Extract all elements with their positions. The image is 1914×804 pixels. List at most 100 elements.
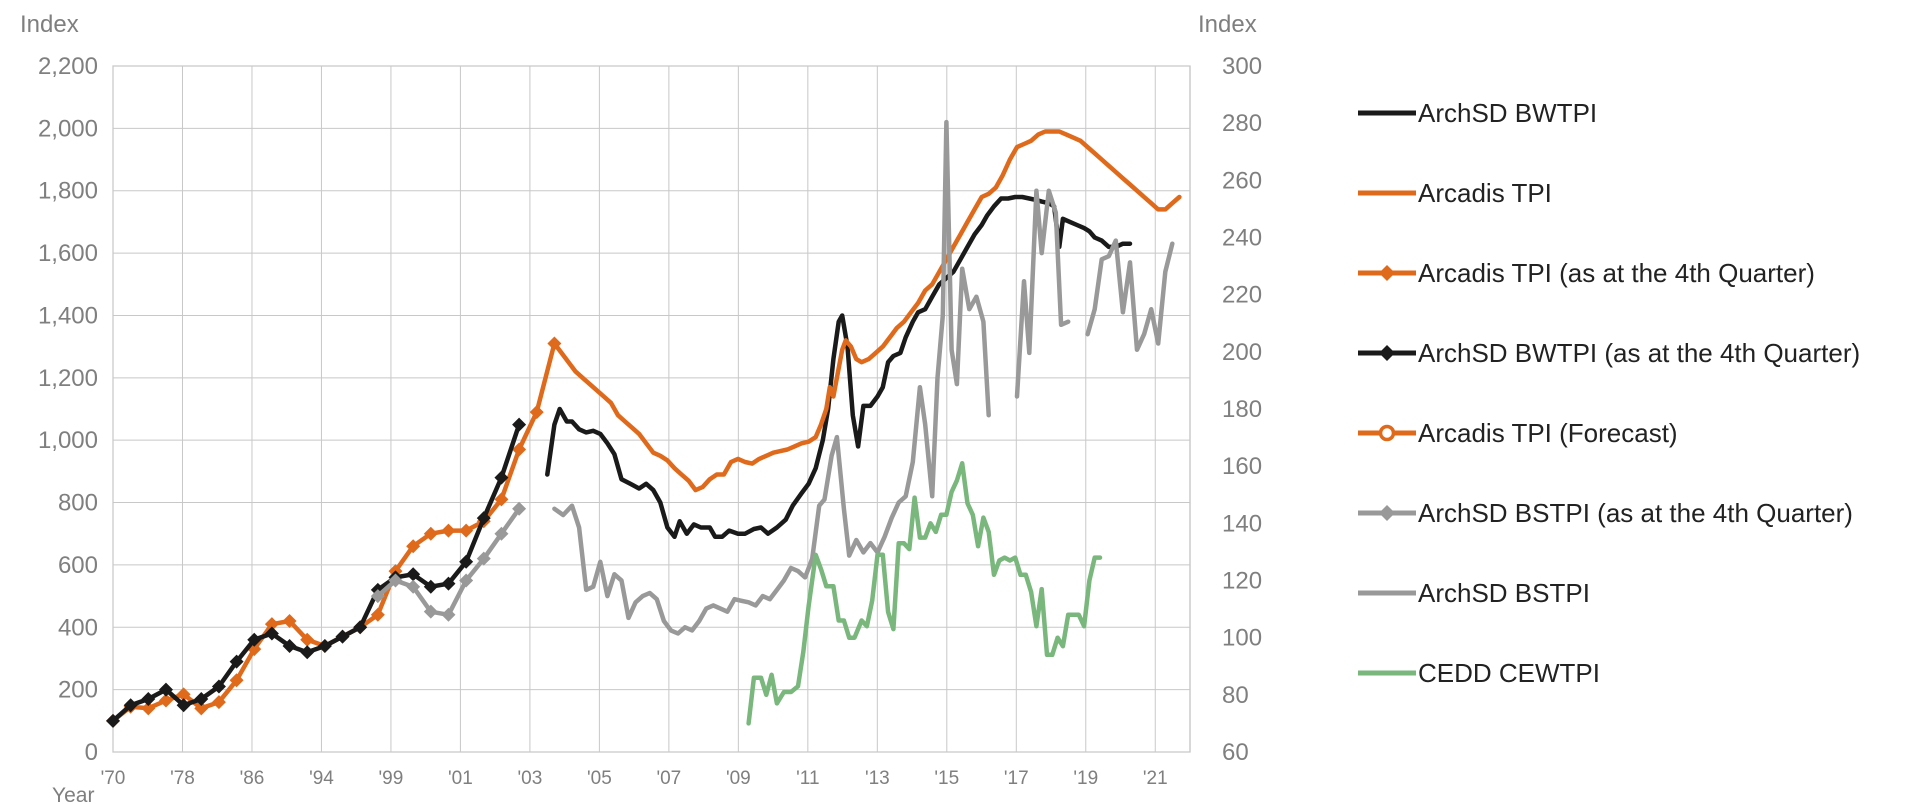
x-tick-label: '13 xyxy=(865,768,890,789)
legend-item: ArchSD BSTPI (as at the 4th Quarter) xyxy=(1358,498,1853,528)
legend-item: ArchSD BWTPI xyxy=(1358,98,1597,128)
legend-item: Arcadis TPI (as at the 4th Quarter) xyxy=(1358,258,1815,288)
legend-marker xyxy=(1379,265,1395,281)
legend-item: ArchSD BSTPI xyxy=(1358,578,1590,608)
data-point xyxy=(300,645,315,660)
x-tick-label: '07 xyxy=(656,768,681,789)
right-tick-label: 140 xyxy=(1222,510,1262,537)
data-point xyxy=(423,526,438,541)
left-tick-label: 1,800 xyxy=(38,178,98,205)
data-point xyxy=(158,682,173,697)
legend-label: ArchSD BWTPI xyxy=(1418,98,1597,128)
data-point xyxy=(406,567,421,582)
x-tick-label: '21 xyxy=(1143,768,1168,789)
x-tick-label: '11 xyxy=(796,768,819,789)
legend-label: CEDD CEWTPI xyxy=(1418,658,1600,688)
axis-ticks: 0 200 400 600 800 1,000 1,200 1,400 1,600 1,800 2,… xyxy=(38,53,1262,789)
legend-marker xyxy=(1379,505,1395,521)
right-tick-label: 60 xyxy=(1222,739,1249,766)
data-point xyxy=(141,701,156,716)
legend-item: CEDD CEWTPI xyxy=(1358,658,1600,688)
data-point xyxy=(406,579,421,594)
series-line-cedd-cewtpi xyxy=(746,461,1103,726)
series-line-archsd-bstpi xyxy=(552,119,1071,636)
right-tick-label: 260 xyxy=(1222,167,1262,194)
right-tick-label: 220 xyxy=(1222,282,1262,309)
series-line-archsd-bstpi-late-segment xyxy=(1085,238,1175,353)
right-tick-label: 180 xyxy=(1222,396,1262,423)
legend-label: Arcadis TPI xyxy=(1418,178,1552,208)
legend-label: ArchSD BSTPI xyxy=(1418,578,1590,608)
x-tick-label: '03 xyxy=(518,768,543,789)
data-point xyxy=(211,695,226,710)
x-tick-label: '19 xyxy=(1073,768,1098,789)
data-point xyxy=(229,673,244,688)
data-point xyxy=(512,417,527,432)
data-point xyxy=(441,576,456,591)
data-point xyxy=(106,713,120,728)
data-point xyxy=(247,632,262,647)
left-axis-title: Index xyxy=(20,11,79,38)
right-tick-label: 300 xyxy=(1222,53,1262,80)
left-tick-label: 200 xyxy=(58,677,98,704)
series-line-archsd-bwtpi-as-at-the-4th-quarter xyxy=(110,422,522,724)
x-tick-label: '09 xyxy=(726,768,751,789)
right-tick-label: 280 xyxy=(1222,110,1262,137)
left-tick-label: 1,000 xyxy=(38,427,98,454)
data-point xyxy=(264,617,279,632)
data-point xyxy=(423,579,438,594)
data-point xyxy=(512,442,527,457)
data-point xyxy=(441,607,456,622)
data-point xyxy=(494,526,509,541)
data-point xyxy=(441,523,456,538)
data-point xyxy=(512,501,527,516)
data-point xyxy=(370,589,385,604)
data-point xyxy=(194,701,209,716)
left-tick-label: 1,600 xyxy=(38,240,98,267)
right-axis-title: Index xyxy=(1198,11,1257,38)
right-tick-label: 200 xyxy=(1222,339,1262,366)
data-point xyxy=(406,539,421,554)
data-point xyxy=(282,638,297,653)
legend-item: ArchSD BWTPI (as at the 4th Quarter) xyxy=(1358,338,1860,368)
data-point xyxy=(176,698,191,713)
x-tick-label: '15 xyxy=(934,768,959,789)
x-tick-label: '17 xyxy=(1004,768,1029,789)
legend-item: Arcadis TPI xyxy=(1358,178,1552,208)
right-tick-label: 120 xyxy=(1222,568,1262,595)
data-point xyxy=(158,693,173,708)
legend-marker xyxy=(1379,345,1395,361)
left-tick-label: 400 xyxy=(58,614,98,641)
data-point xyxy=(123,698,138,713)
data-point xyxy=(388,573,403,588)
data-point xyxy=(141,691,156,706)
legend-label: Arcadis TPI (as at the 4th Quarter) xyxy=(1418,258,1815,288)
data-point xyxy=(211,679,226,694)
left-tick-label: 2,000 xyxy=(38,115,98,142)
data-point xyxy=(494,470,509,485)
data-point xyxy=(476,511,491,526)
series-layer xyxy=(106,119,1182,728)
data-point xyxy=(459,554,474,569)
data-point xyxy=(176,687,191,702)
legend-marker xyxy=(1378,424,1396,442)
left-tick-label: 0 xyxy=(85,739,98,766)
data-point xyxy=(476,551,491,566)
x-tick-label: '78 xyxy=(170,768,195,789)
data-point xyxy=(194,691,209,706)
series-line-arcadis-tpi xyxy=(552,129,1182,493)
data-point xyxy=(459,523,474,538)
data-point xyxy=(423,604,438,619)
right-tick-label: 80 xyxy=(1222,682,1249,709)
data-point xyxy=(547,336,562,351)
data-point xyxy=(282,614,297,629)
right-tick-label: 240 xyxy=(1222,225,1262,252)
right-tick-label: 100 xyxy=(1222,625,1262,652)
data-point xyxy=(317,638,332,653)
x-axis-title: Year xyxy=(52,784,94,804)
data-point xyxy=(264,626,279,641)
data-point xyxy=(300,632,315,647)
legend-label: ArchSD BWTPI (as at the 4th Quarter) xyxy=(1418,338,1860,368)
x-tick-label: '01 xyxy=(448,768,473,789)
series-line-arcadis-tpi-as-at-the-4th-quarter xyxy=(110,341,557,724)
